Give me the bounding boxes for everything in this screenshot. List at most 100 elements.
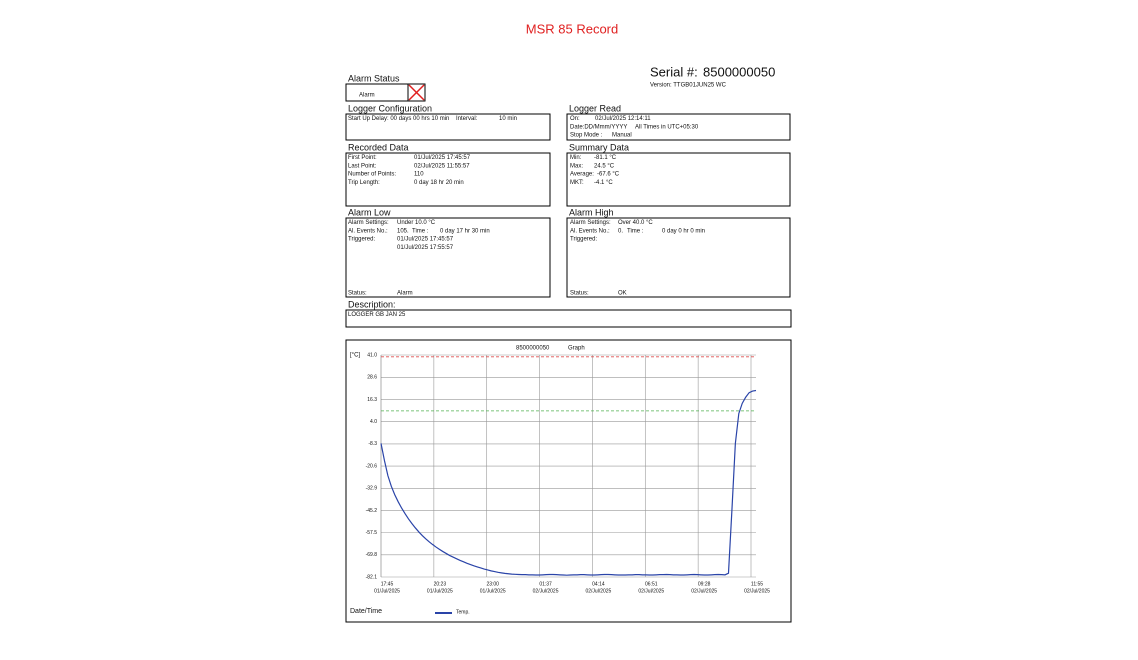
field-text: 01/Jul/2025 17:45:57 <box>397 237 454 243</box>
section-box <box>566 152 791 207</box>
field-text: Time : <box>412 228 429 234</box>
field-text: Trip Length: <box>348 180 380 186</box>
field-text: Triggered: <box>570 237 597 243</box>
section-box <box>345 309 792 328</box>
section-title: Logger Configuration <box>348 103 432 113</box>
section-title: Alarm Low <box>348 207 391 217</box>
section-title: Alarm High <box>569 207 614 217</box>
section-box <box>345 152 551 207</box>
field-text: Date:DD/Mmm/YYYY <box>570 124 627 130</box>
version: Version: TTGB01JUN25 WC <box>650 83 727 89</box>
x-tick-date: 01/Jul/2025 <box>374 588 400 594</box>
field-text: 01/Jul/2025 17:55:57 <box>397 245 454 251</box>
section-box <box>566 217 791 298</box>
field-text: On: <box>570 116 580 122</box>
x-tick-time: 20:23 <box>434 581 447 587</box>
y-tick-label: 4.0 <box>370 419 377 425</box>
field-text: 0. <box>618 228 623 234</box>
field-text: 10 min <box>499 116 517 122</box>
x-tick-date: 02/Jul/2025 <box>638 588 664 594</box>
x-tick-time: 01:37 <box>539 581 552 587</box>
status-text: Status: <box>348 291 367 297</box>
field-text: 105. <box>397 228 409 234</box>
section-box <box>345 113 551 141</box>
y-tick-label: 41.0 <box>367 352 377 358</box>
x-tick-date: 02/Jul/2025 <box>744 588 770 594</box>
y-tick-label: -45.2 <box>366 508 378 514</box>
field-text: 02/Jul/2025 11:55:57 <box>414 163 470 169</box>
y-tick-label: -69.8 <box>366 552 378 558</box>
serial-label: Serial #: <box>650 64 698 79</box>
y-unit: [°C] <box>350 353 360 359</box>
field-text: Alarm Settings: <box>348 220 389 226</box>
section-title: Description: <box>348 299 396 309</box>
field-text: Interval: <box>456 116 478 122</box>
field-text: 24.5 °C <box>594 163 615 169</box>
x-tick-time: 06:51 <box>645 581 658 587</box>
status-text: Status: <box>570 291 589 297</box>
field-text: 0 day 17 hr 30 min <box>440 228 490 234</box>
x-tick-date: 02/Jul/2025 <box>533 588 559 594</box>
x-tick-time: 17:45 <box>381 581 394 587</box>
field-text: -67.6 °C <box>597 172 620 178</box>
field-text: Min: <box>570 155 582 161</box>
field-text: Over 40.0 °C <box>618 220 653 226</box>
x-tick-time: 23:00 <box>486 581 499 587</box>
legend-label: Temp. <box>456 609 470 615</box>
y-tick-label: -8.3 <box>368 441 377 447</box>
field-text: Start Up Delay: 00 days 00 hrs 10 min <box>348 116 449 122</box>
field-text: Manual <box>612 133 632 139</box>
data-line <box>380 389 757 576</box>
x-axis-label: Date/Time <box>350 608 382 615</box>
section-title: Recorded Data <box>348 142 409 152</box>
y-tick-label: -57.5 <box>366 530 378 536</box>
field-text: First Point: <box>348 155 377 161</box>
graph-title: 8500000050 <box>516 346 550 352</box>
field-text: 02/Jul/2025 12:14:11 <box>595 116 651 122</box>
field-text: Stop Mode : <box>570 133 603 139</box>
x-tick-date: 01/Jul/2025 <box>427 588 453 594</box>
alarm-status-value: Alarm <box>359 93 375 99</box>
alarm-status-box <box>345 83 409 102</box>
field-text: Number of Points: <box>348 172 396 178</box>
y-tick-label: 28.6 <box>367 375 377 381</box>
field-text: Al. Events No.: <box>348 228 388 234</box>
alarm-icon <box>407 83 426 102</box>
y-tick-label: -20.6 <box>366 463 378 469</box>
field-text: 0 day 0 hr 0 min <box>662 228 705 234</box>
field-text: MKT: <box>570 180 584 186</box>
status-text: OK <box>618 291 627 297</box>
field-text: LOGGER GB JAN 25 <box>348 312 406 318</box>
y-tick-label: -82.1 <box>366 574 378 580</box>
field-text: Triggered: <box>348 237 375 243</box>
section-box <box>345 217 551 298</box>
field-text: 0 day 18 hr 20 min <box>414 180 464 186</box>
section-title: Alarm Status <box>348 73 400 83</box>
section-box <box>566 113 791 141</box>
field-text: All Times in UTC+05:30 <box>635 124 699 130</box>
x-tick-date: 02/Jul/2025 <box>585 588 611 594</box>
status-text: Alarm <box>397 291 413 297</box>
serial-number: 8500000050 <box>703 64 775 79</box>
field-text: Max: <box>570 163 583 169</box>
y-tick-label: 16.3 <box>367 397 377 403</box>
graph-subtitle: Graph <box>568 346 585 352</box>
field-text: 110 <box>414 172 424 178</box>
field-text: -4.1 °C <box>594 180 613 186</box>
x-tick-time: 04:14 <box>592 581 605 587</box>
field-text: Time : <box>627 228 644 234</box>
x-tick-time: 09:28 <box>698 581 711 587</box>
x-tick-date: 02/Jul/2025 <box>691 588 717 594</box>
y-tick-label: -32.9 <box>366 486 378 492</box>
field-text: Under 10.0 °C <box>397 220 436 226</box>
graph-box <box>345 339 792 623</box>
section-title: Summary Data <box>569 142 629 152</box>
field-text: 01/Jul/2025 17:45:57 <box>414 155 471 161</box>
field-text: Al. Events No.: <box>570 228 610 234</box>
section-title: Logger Read <box>569 103 621 113</box>
field-text: -81.1 °C <box>594 155 617 161</box>
x-tick-date: 01/Jul/2025 <box>480 588 506 594</box>
field-text: Last Point: <box>348 163 377 169</box>
x-tick-time: 11:55 <box>751 581 763 587</box>
